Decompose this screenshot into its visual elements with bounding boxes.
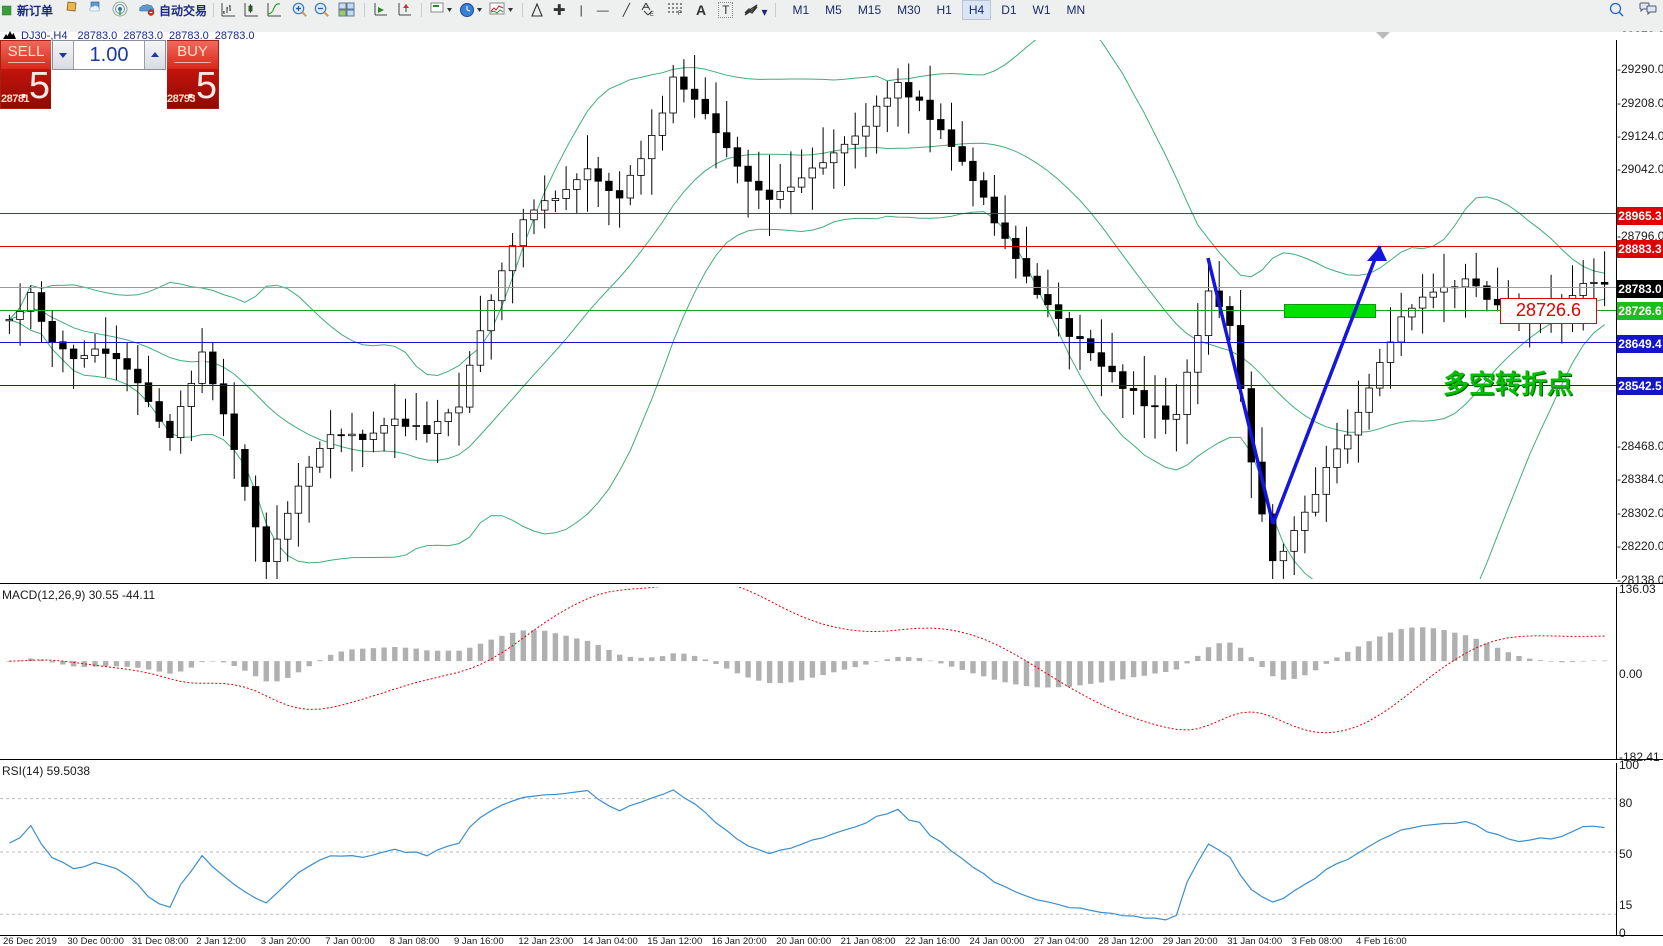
svg-text:F: F bbox=[678, 11, 682, 15]
svg-text:E: E bbox=[650, 12, 654, 17]
